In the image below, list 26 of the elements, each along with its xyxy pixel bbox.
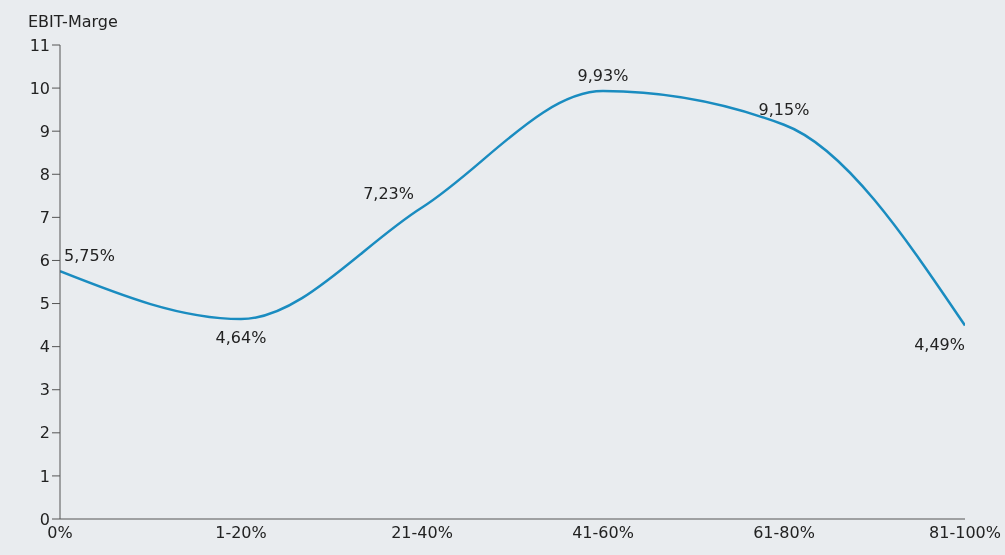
y-tick-label: 3: [39, 380, 50, 400]
y-tick-label: 5: [39, 294, 50, 314]
y-tick-label: 7: [39, 208, 50, 228]
y-tick-label: 10: [29, 78, 50, 98]
data-label: 4,49%: [914, 334, 965, 354]
x-tick-label: 41-60%: [572, 523, 634, 543]
y-tick-label: 0: [39, 509, 50, 529]
x-tick-label: 1-20%: [215, 523, 267, 543]
y-tick-label: 9: [39, 121, 50, 141]
x-tick-label: 81-100%: [929, 523, 1001, 543]
data-label: 9,15%: [758, 99, 810, 119]
y-tick-label: 8: [39, 164, 50, 184]
x-tick-label: 0%: [47, 523, 73, 543]
y-tick-label: 2: [39, 423, 50, 443]
y-axis-title: EBIT-Marge: [28, 12, 118, 31]
y-tick-label: 11: [29, 35, 50, 55]
data-label: 4,64%: [215, 328, 267, 348]
x-tick-label: 61-80%: [753, 523, 815, 543]
data-label: 9,93%: [577, 66, 629, 86]
data-label: 7,23%: [363, 184, 414, 204]
x-tick-label: 21-40%: [391, 523, 453, 543]
data-label: 5,75%: [64, 246, 115, 266]
y-tick-label: 6: [39, 251, 50, 271]
line-series: [60, 89, 965, 327]
y-tick-label: 4: [39, 337, 50, 357]
y-tick-label: 1: [39, 466, 50, 486]
